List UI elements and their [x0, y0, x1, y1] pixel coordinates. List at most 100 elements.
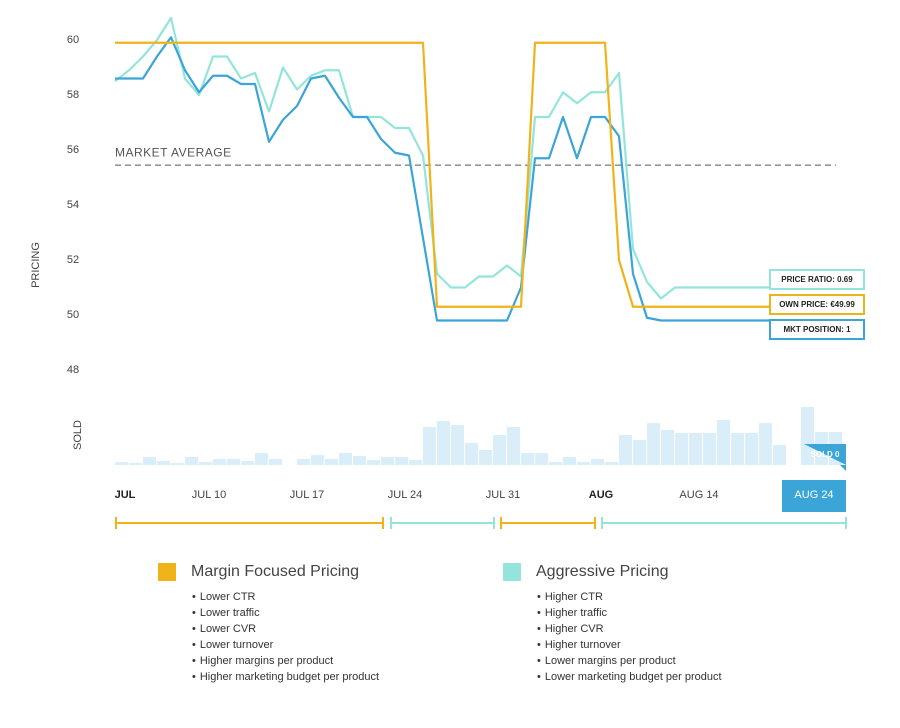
- sold-bar: [311, 455, 324, 465]
- sold-bar: [255, 453, 268, 465]
- sold-bar: [227, 459, 240, 465]
- sold-bar: [633, 440, 646, 465]
- series-tag-text: OWN PRICE: €49.99: [779, 300, 855, 309]
- legend-point: Lower traffic: [192, 605, 458, 621]
- sold-tag-box: [804, 444, 846, 471]
- sold-bar: [129, 463, 142, 465]
- sold-bar: [269, 459, 282, 465]
- sold-bar: [115, 462, 128, 465]
- x-tick-label: JUL 10: [192, 489, 226, 501]
- sold-bar: [143, 457, 156, 465]
- sold-bar: [493, 435, 506, 465]
- sold-tag-text: SOLD 0: [811, 450, 840, 459]
- x-tick-label: JUL 31: [486, 489, 520, 501]
- sold-bar: [605, 462, 618, 465]
- sold-bar: [423, 427, 436, 465]
- series-tag-text: MKT POSITION: 1: [783, 325, 851, 334]
- sold-bar: [745, 433, 758, 465]
- period-aggressive: [390, 517, 495, 529]
- sold-bar: [563, 457, 576, 465]
- period-margin: [500, 517, 596, 529]
- sold-bar: [619, 435, 632, 465]
- sold-bar: [521, 453, 534, 465]
- strategy-legend: Aggressive Pricing Higher CTRHigher traff…: [503, 563, 803, 685]
- sold-bar: [549, 462, 562, 465]
- legend-point: Lower margins per product: [537, 653, 803, 669]
- x-label-highlight: [782, 480, 846, 512]
- sold-bar: [689, 433, 702, 465]
- legend-point: Lower turnover: [192, 637, 458, 653]
- period-aggressive: [601, 517, 847, 529]
- chart: PRICING SOLD 48 50 52 54 56 58 60 MARKET AVERAG…: [30, 16, 865, 529]
- y-tick-label: 50: [67, 309, 79, 321]
- sold-bar: [325, 459, 338, 465]
- sold-bar: [577, 462, 590, 465]
- series-tag-box: [769, 319, 865, 340]
- legend-point: Higher marketing budget per product: [192, 669, 458, 685]
- y-tick-label: 52: [67, 254, 79, 266]
- series-tag-box: [769, 269, 865, 290]
- sold-bar: [185, 457, 198, 465]
- legend-point: Higher turnover: [537, 637, 803, 653]
- period-bars: [115, 517, 847, 529]
- x-tick-label: AUG: [589, 489, 613, 501]
- sold-bar: [773, 445, 786, 465]
- legend-title: Margin Focused Pricing: [191, 563, 360, 580]
- price-line: [115, 41, 843, 308]
- sold-bar: [381, 457, 394, 465]
- x-tick-label: JUL: [115, 489, 136, 501]
- sold-bar: [703, 433, 716, 465]
- period-margin: [115, 517, 384, 529]
- legend-points: Lower CTRLower trafficLower CVRLower tur…: [192, 589, 458, 685]
- sold-bar: [199, 462, 212, 465]
- legend-point: Higher margins per product: [192, 653, 458, 669]
- series-tag-box: [769, 294, 865, 315]
- sold-bar: [213, 459, 226, 465]
- legend-point: Higher CTR: [537, 589, 803, 605]
- sold-bar: [353, 456, 366, 465]
- sold-bar: [647, 423, 660, 465]
- y-tick-label: 58: [67, 89, 79, 101]
- price-line: [115, 36, 843, 322]
- legend-points: Higher CTRHigher trafficHigher CVRHigher…: [537, 589, 803, 685]
- legend-head: Margin Focused Pricing: [158, 563, 458, 581]
- sold-bar: [731, 433, 744, 465]
- sold-bar: [451, 425, 464, 465]
- sold-bar: [507, 427, 520, 465]
- y-tick-label: 48: [67, 364, 79, 376]
- y-axis-label: PRICING: [30, 242, 42, 288]
- sold-label: SOLD: [72, 420, 84, 450]
- sold-bar: [297, 459, 310, 465]
- y-tick-label: 54: [67, 199, 79, 211]
- sold-bar: [465, 443, 478, 465]
- x-tick-label: JUL 17: [290, 489, 324, 501]
- legend-title: Aggressive Pricing: [536, 563, 669, 580]
- strategy-legend: Margin Focused Pricing Lower CTRLower tra…: [158, 563, 458, 685]
- sold-bar: [675, 433, 688, 465]
- series-tag-text: PRICE RATIO: 0.69: [781, 275, 853, 284]
- x-tick-label: JUL 24: [388, 489, 422, 501]
- sold-bar: [661, 430, 674, 465]
- legend-point: Lower CVR: [192, 621, 458, 637]
- legend-point: Higher CVR: [537, 621, 803, 637]
- legend-point: Higher traffic: [537, 605, 803, 621]
- legend-swatch: [158, 563, 176, 581]
- sold-bar: [759, 423, 772, 465]
- y-tick-label: 56: [67, 144, 79, 156]
- sold-bar: [171, 463, 184, 465]
- sold-bar: [395, 457, 408, 465]
- sold-bar: [479, 450, 492, 465]
- legend-point: Lower CTR: [192, 589, 458, 605]
- y-tick-label: 60: [67, 34, 79, 46]
- sold-bar: [409, 460, 422, 465]
- x-tick-label: AUG 24: [794, 489, 833, 501]
- sold-bar: [801, 407, 814, 465]
- sold-bar: [157, 461, 170, 465]
- legend-swatch: [503, 563, 521, 581]
- sold-bar: [367, 460, 380, 465]
- legend-point: Lower marketing budget per product: [537, 669, 803, 685]
- x-tick-label: AUG 14: [679, 489, 718, 501]
- sold-bar: [717, 420, 730, 465]
- reference-label: MARKET AVERAGE: [115, 145, 232, 159]
